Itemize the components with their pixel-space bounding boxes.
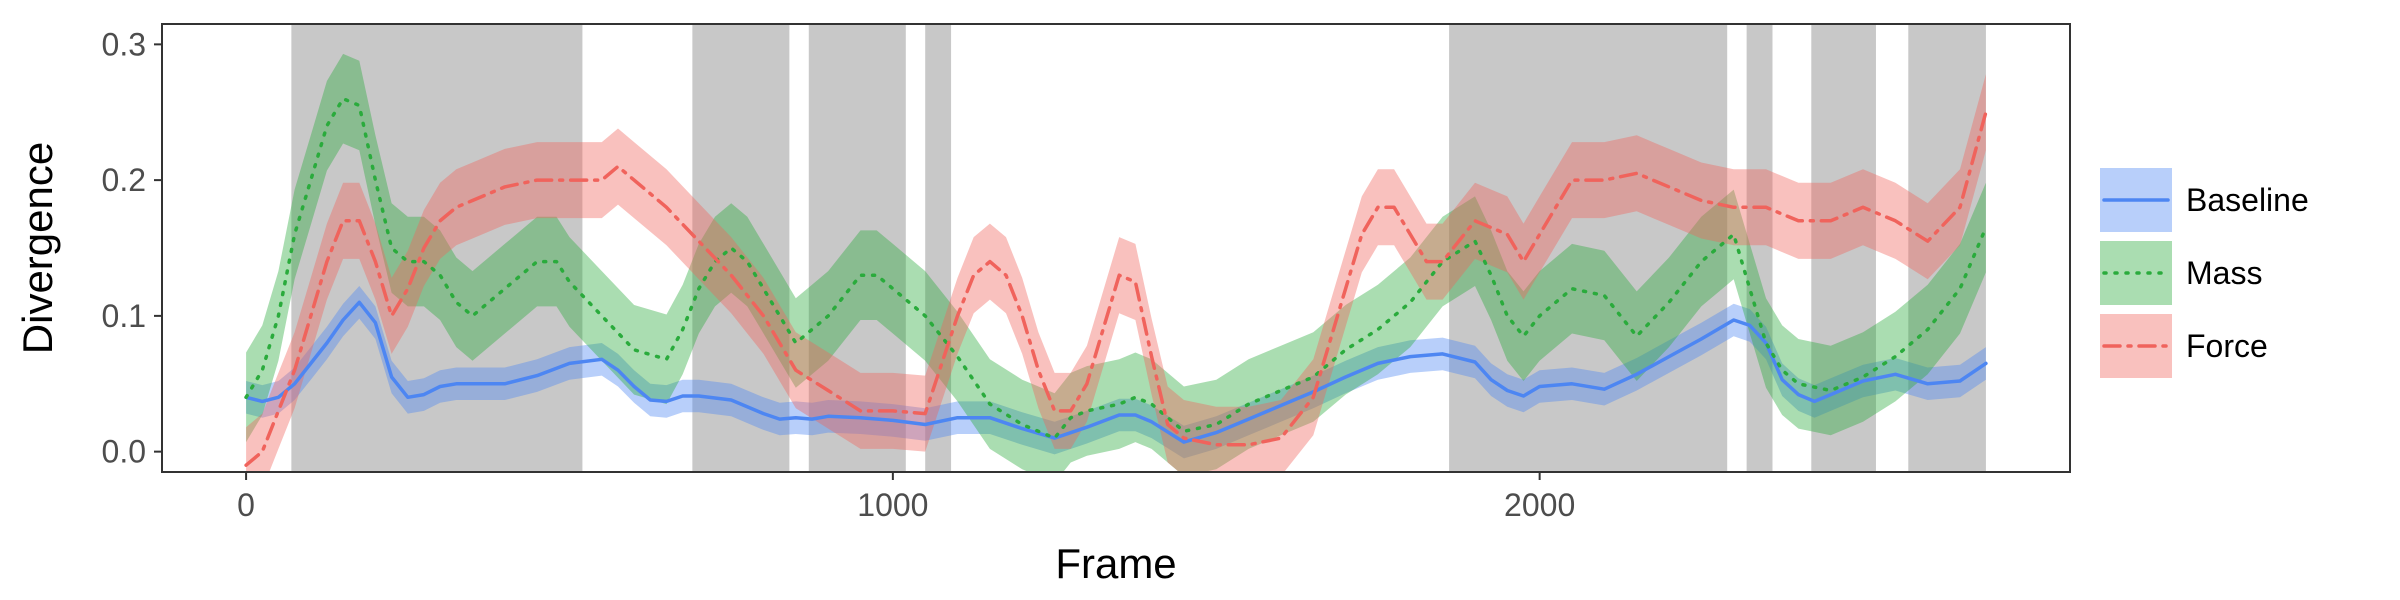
y-axis-title: Divergence (14, 142, 61, 354)
legend: Baseline Mass Force (2100, 168, 2309, 378)
band-force (246, 74, 1986, 472)
plot-panel-border (161, 23, 2071, 473)
shaded-region (1908, 24, 1986, 472)
x-tick-label: 1000 (857, 487, 928, 523)
legend-item-force: Force (2100, 314, 2268, 378)
shaded-region (1449, 24, 1728, 472)
legend-label: Force (2186, 328, 2268, 364)
axes: 0 1000 2000 0.0 0.1 0.2 0.3 (102, 26, 1576, 523)
band-mass (246, 53, 1986, 472)
y-tick-label: 0.3 (102, 26, 146, 62)
legend-item-baseline: Baseline (2100, 168, 2309, 232)
legend-label: Baseline (2186, 182, 2309, 218)
series-lines (244, 96, 1988, 467)
y-tick-label: 0.0 (102, 434, 146, 470)
x-tick-label: 0 (237, 487, 255, 523)
shaded-region (1746, 24, 1773, 472)
shaded-region (291, 24, 583, 472)
shaded-region (808, 24, 906, 472)
line-baseline (244, 300, 1988, 444)
line-force (244, 110, 1988, 467)
y-tick-label: 0.2 (102, 162, 146, 198)
y-tick-label: 0.1 (102, 298, 146, 334)
x-tick-label: 2000 (1504, 487, 1575, 523)
shaded-regions (291, 24, 1986, 472)
line-mass (244, 96, 1988, 440)
x-axis-title: Frame (1055, 540, 1176, 587)
legend-label: Mass (2186, 255, 2262, 291)
legend-item-mass: Mass (2100, 241, 2262, 305)
